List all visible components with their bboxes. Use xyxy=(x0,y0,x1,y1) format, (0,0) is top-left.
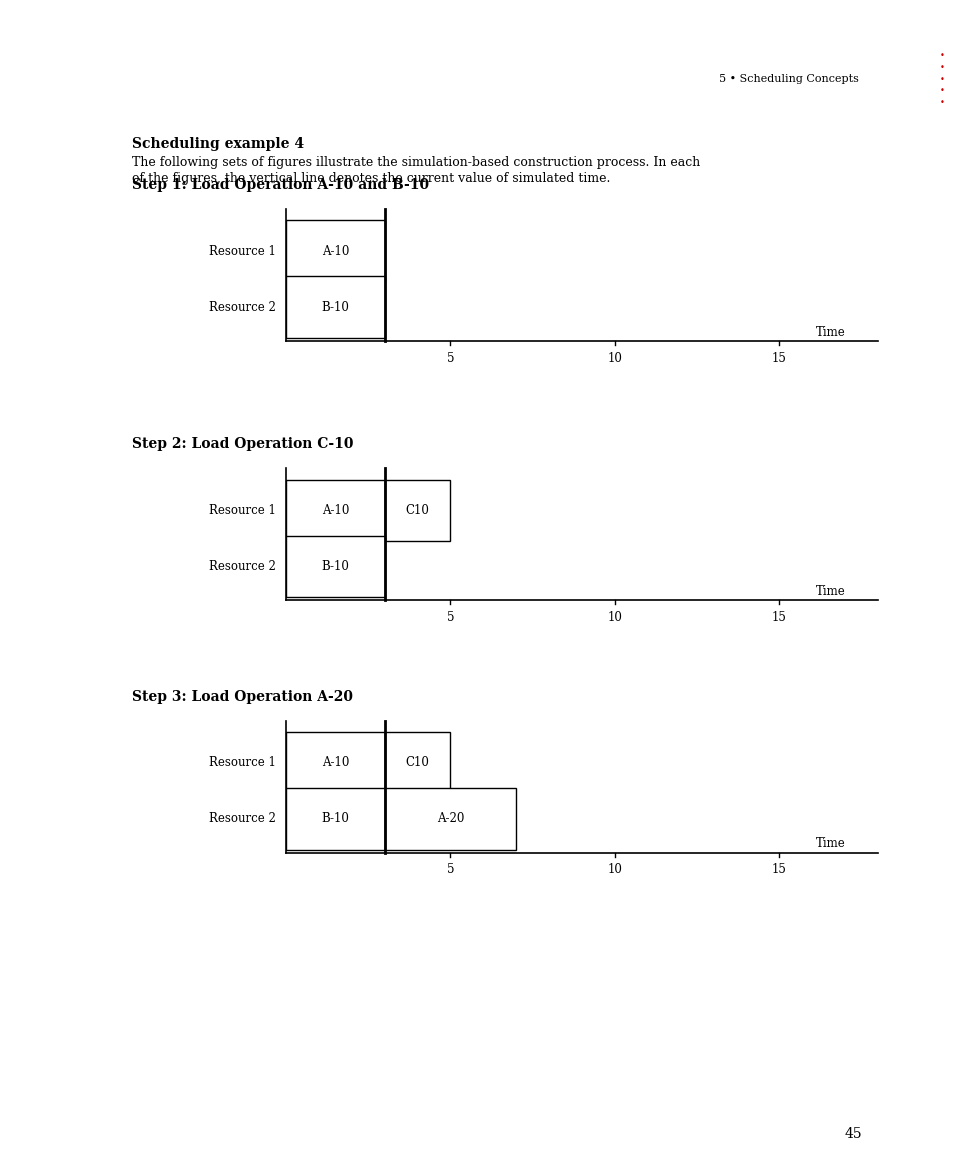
Text: Resource 2: Resource 2 xyxy=(210,301,276,314)
Bar xyxy=(286,220,384,283)
Text: Time: Time xyxy=(815,585,844,598)
Text: 5 • Scheduling Concepts: 5 • Scheduling Concepts xyxy=(718,74,858,84)
Text: Step 3: Load Operation A-20: Step 3: Load Operation A-20 xyxy=(132,690,353,704)
Text: of the figures, the vertical line denotes the current value of simulated time.: of the figures, the vertical line denote… xyxy=(132,172,609,185)
Text: B-10: B-10 xyxy=(321,301,349,314)
Text: Resource 1: Resource 1 xyxy=(210,504,276,518)
Text: •: • xyxy=(939,74,944,84)
Text: Time: Time xyxy=(815,326,844,338)
Text: Resource 1: Resource 1 xyxy=(210,244,276,258)
Text: •: • xyxy=(939,98,944,107)
Bar xyxy=(286,479,384,542)
Text: 15: 15 xyxy=(771,351,785,364)
Bar xyxy=(286,732,384,793)
Text: A-10: A-10 xyxy=(321,756,349,770)
Text: 5: 5 xyxy=(446,863,454,876)
Text: 10: 10 xyxy=(607,863,621,876)
Text: •: • xyxy=(939,86,944,95)
Text: Time: Time xyxy=(815,837,844,850)
Text: A-10: A-10 xyxy=(321,244,349,258)
Text: Resource 2: Resource 2 xyxy=(210,813,276,826)
Bar xyxy=(286,536,384,598)
Text: 45: 45 xyxy=(843,1127,861,1141)
Text: Step 2: Load Operation C-10: Step 2: Load Operation C-10 xyxy=(132,437,353,451)
Text: A-10: A-10 xyxy=(321,504,349,518)
Bar xyxy=(286,789,384,850)
Text: A-20: A-20 xyxy=(436,813,464,826)
Text: B-10: B-10 xyxy=(321,561,349,573)
Text: Resource 2: Resource 2 xyxy=(210,561,276,573)
Bar xyxy=(384,479,450,542)
Text: The following sets of figures illustrate the simulation-based construction proce: The following sets of figures illustrate… xyxy=(132,156,700,169)
Text: C10: C10 xyxy=(405,756,429,770)
Text: 5: 5 xyxy=(446,351,454,364)
Text: Resource 1: Resource 1 xyxy=(210,756,276,770)
Text: 10: 10 xyxy=(607,351,621,364)
Text: B-10: B-10 xyxy=(321,813,349,826)
Bar xyxy=(384,789,516,850)
Text: 5: 5 xyxy=(446,611,454,623)
Text: 15: 15 xyxy=(771,863,785,876)
Bar xyxy=(286,277,384,338)
Text: 10: 10 xyxy=(607,611,621,623)
Text: •: • xyxy=(939,63,944,72)
Text: C10: C10 xyxy=(405,504,429,518)
Bar xyxy=(384,732,450,793)
Text: Step 1: Load Operation A-10 and B-10: Step 1: Load Operation A-10 and B-10 xyxy=(132,178,428,192)
Text: Scheduling example 4: Scheduling example 4 xyxy=(132,137,303,151)
Text: 15: 15 xyxy=(771,611,785,623)
Text: •: • xyxy=(939,51,944,60)
